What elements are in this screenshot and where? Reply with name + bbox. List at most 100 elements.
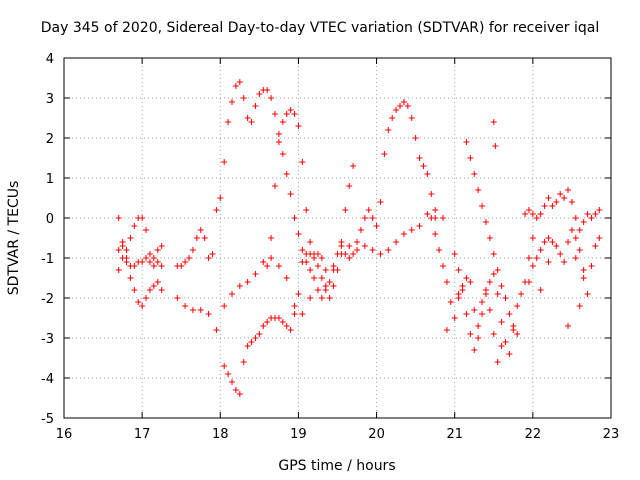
x-tick-label: 23 xyxy=(603,427,620,442)
data-point xyxy=(361,215,368,221)
data-point xyxy=(354,247,361,253)
series-scatter xyxy=(443,119,587,333)
data-point xyxy=(115,267,122,273)
data-point xyxy=(287,191,294,197)
data-point xyxy=(275,315,282,321)
data-point xyxy=(283,111,290,117)
data-point xyxy=(217,195,224,201)
data-point xyxy=(291,111,298,117)
data-point xyxy=(314,263,321,269)
y-tick-label: -3 xyxy=(41,332,54,347)
x-tick-label: 20 xyxy=(368,427,385,442)
data-point xyxy=(393,107,400,113)
data-point xyxy=(307,295,314,301)
data-point xyxy=(303,207,310,213)
data-point xyxy=(318,275,325,281)
data-point xyxy=(330,283,337,289)
data-point xyxy=(479,311,486,317)
data-point xyxy=(475,335,482,341)
data-point xyxy=(143,295,150,301)
data-point xyxy=(189,247,196,253)
data-point xyxy=(596,235,603,241)
series-track-i xyxy=(463,139,521,337)
data-point xyxy=(357,227,364,233)
data-point xyxy=(240,95,247,101)
data-point xyxy=(439,263,446,269)
data-point xyxy=(268,95,275,101)
data-point xyxy=(189,307,196,313)
data-point xyxy=(565,187,572,193)
data-point xyxy=(490,331,497,337)
y-tick-label: 1 xyxy=(46,172,54,187)
data-point xyxy=(463,311,470,317)
data-point xyxy=(182,259,189,265)
data-point xyxy=(350,163,357,169)
data-point xyxy=(592,243,599,249)
data-point xyxy=(397,103,404,109)
data-point xyxy=(553,199,560,205)
y-tick-label: -2 xyxy=(41,292,54,307)
data-point xyxy=(318,295,325,301)
data-point xyxy=(494,291,501,297)
data-point xyxy=(451,251,458,257)
data-point xyxy=(248,339,255,345)
data-point xyxy=(451,315,458,321)
data-point xyxy=(549,203,556,209)
plot-frame xyxy=(63,57,612,419)
data-point xyxy=(131,223,138,229)
data-point xyxy=(146,259,153,265)
data-point xyxy=(580,275,587,281)
data-point xyxy=(576,303,583,309)
data-point xyxy=(123,247,130,253)
data-point xyxy=(479,299,486,305)
x-tick-label: 16 xyxy=(56,427,73,442)
data-point xyxy=(525,207,532,213)
data-point xyxy=(471,171,478,177)
data-point xyxy=(490,119,497,125)
grid xyxy=(64,58,611,418)
y-tick-label: 0 xyxy=(46,212,54,227)
data-point xyxy=(533,255,540,261)
x-tick-label: 19 xyxy=(290,427,307,442)
data-point xyxy=(252,271,259,277)
data-point xyxy=(572,235,579,241)
data-point xyxy=(127,275,134,281)
data-point xyxy=(178,263,185,269)
data-point xyxy=(428,215,435,221)
data-point xyxy=(248,119,255,125)
data-point xyxy=(416,223,423,229)
data-point xyxy=(439,215,446,221)
data-point xyxy=(486,279,493,285)
data-point xyxy=(322,267,329,273)
data-point xyxy=(119,255,126,261)
data-point xyxy=(139,259,146,265)
data-point xyxy=(271,111,278,117)
data-point xyxy=(576,247,583,253)
y-tick-label: 2 xyxy=(46,132,54,147)
data-point xyxy=(525,255,532,261)
x-tick-label: 18 xyxy=(212,427,229,442)
data-point xyxy=(154,247,161,253)
data-point xyxy=(291,311,298,317)
x-tick-label: 22 xyxy=(525,427,542,442)
data-point xyxy=(291,303,298,309)
data-point xyxy=(283,323,290,329)
series-track-j xyxy=(522,187,603,233)
data-point xyxy=(492,143,499,149)
data-point xyxy=(295,123,302,129)
data-point xyxy=(221,363,228,369)
data-point xyxy=(549,239,556,245)
data-point xyxy=(197,227,204,233)
data-point xyxy=(314,251,321,257)
data-point xyxy=(365,207,372,213)
data-point xyxy=(393,239,400,245)
data-point xyxy=(314,287,321,293)
data-point xyxy=(545,195,552,201)
data-point xyxy=(252,103,259,109)
data-point xyxy=(506,311,513,317)
data-point xyxy=(389,115,396,121)
data-point xyxy=(154,259,161,265)
data-point xyxy=(588,263,595,269)
data-point xyxy=(326,279,333,285)
data-point xyxy=(307,239,314,245)
